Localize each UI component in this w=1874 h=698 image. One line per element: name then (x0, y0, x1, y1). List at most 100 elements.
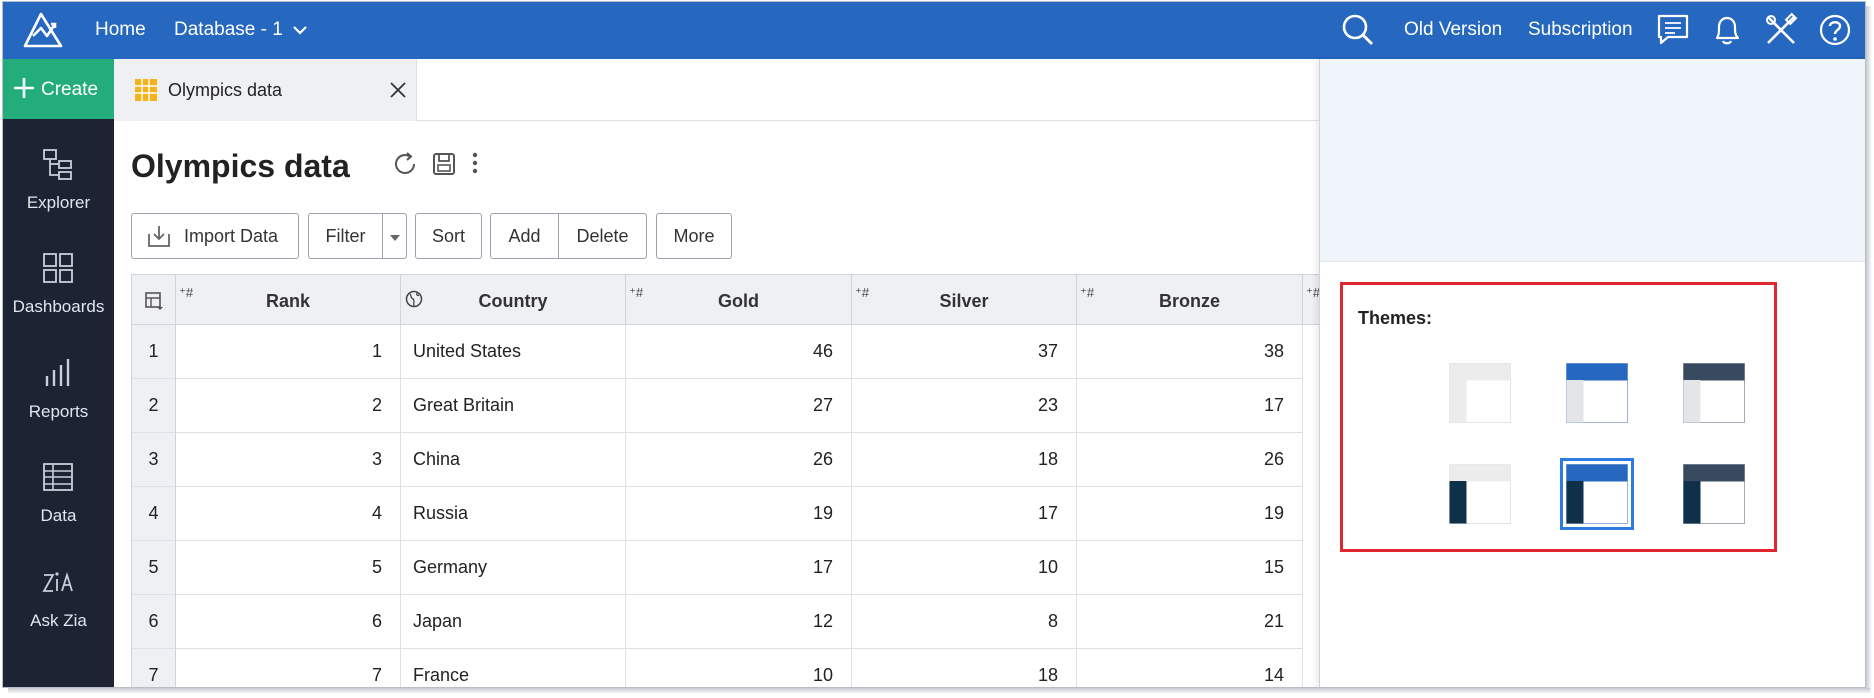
sidebar-item-label: Ask Zia (30, 611, 87, 630)
sidebar-item-dashboards[interactable]: Dashboards (3, 243, 114, 343)
column-header-country[interactable]: Country (401, 274, 626, 325)
number-type-icon: ⁺# (1306, 285, 1319, 300)
cell-bronze[interactable]: 38 (1077, 325, 1303, 379)
theme-option-blue[interactable] (1566, 363, 1628, 423)
cell-rank[interactable]: 7 (176, 649, 401, 687)
number-type-icon: ⁺# (629, 285, 644, 300)
database-selector[interactable]: Database - 1 (174, 2, 308, 59)
sidebar-item-data[interactable]: Data (3, 452, 114, 552)
cell-bronze[interactable]: 26 (1077, 433, 1303, 487)
cell-country[interactable]: Great Britain (401, 379, 626, 433)
import-label: Import Data (184, 226, 279, 246)
cell-country[interactable]: China (401, 433, 626, 487)
cell-gold[interactable]: 10 (626, 649, 852, 687)
theme-option-light-gray[interactable] (1449, 363, 1511, 423)
save-icon[interactable] (431, 151, 457, 177)
search-icon[interactable] (1339, 11, 1377, 49)
help-icon[interactable] (1816, 11, 1854, 49)
column-header-partial[interactable]: ⁺# (1303, 274, 1319, 325)
import-icon (148, 226, 170, 247)
cell-country[interactable]: Japan (401, 595, 626, 649)
create-button[interactable]: Create (3, 59, 114, 119)
column-header-silver[interactable]: ⁺# Silver (852, 274, 1077, 325)
create-label: Create (41, 79, 99, 100)
cell-silver[interactable]: 37 (852, 325, 1077, 379)
row-number: 1 (131, 325, 176, 379)
cell-gold[interactable]: 46 (626, 325, 852, 379)
more-button[interactable]: More (656, 213, 732, 259)
cell-country[interactable]: Germany (401, 541, 626, 595)
refresh-icon[interactable] (392, 151, 418, 177)
sort-button[interactable]: Sort (415, 213, 482, 259)
cell-bronze[interactable]: 14 (1077, 649, 1303, 687)
cell-gold[interactable]: 26 (626, 433, 852, 487)
import-data-button[interactable]: Import Data (131, 213, 299, 259)
column-header-bronze[interactable]: ⁺# Bronze (1077, 274, 1303, 325)
cell-gold[interactable]: 27 (626, 379, 852, 433)
old-version-link[interactable]: Old Version (1404, 19, 1503, 40)
row-number: 3 (131, 433, 176, 487)
tools-icon[interactable] (1762, 11, 1800, 49)
cell-gold[interactable]: 12 (626, 595, 852, 649)
cell-rank[interactable]: 3 (176, 433, 401, 487)
sidebar-item-label: Data (40, 506, 77, 525)
subscription-link[interactable]: Subscription (1528, 19, 1633, 40)
cell-country[interactable]: Russia (401, 487, 626, 541)
column-header-rank[interactable]: ⁺# Rank (176, 274, 401, 325)
more-vertical-icon[interactable] (470, 151, 480, 177)
number-type-icon: ⁺# (855, 285, 870, 300)
explorer-icon (43, 149, 72, 180)
sidebar: Create Explorer Dashboards Reports Data … (3, 59, 114, 687)
top-bar: Home Database - 1 Old Version Subscripti… (3, 2, 1865, 59)
column-header-label: Rank (265, 291, 310, 311)
delete-button[interactable]: Delete (558, 213, 647, 259)
theme-option-blue-navy-selected[interactable] (1560, 458, 1634, 530)
cell-silver[interactable]: 23 (852, 379, 1077, 433)
cell-rank[interactable]: 6 (176, 595, 401, 649)
nav-home[interactable]: Home (95, 19, 146, 40)
cell-silver[interactable]: 10 (852, 541, 1077, 595)
themes-section: Themes: (1340, 282, 1777, 552)
cell-rank[interactable]: 1 (176, 325, 401, 379)
sidebar-item-explorer[interactable]: Explorer (3, 139, 114, 239)
cell-gold[interactable]: 17 (626, 541, 852, 595)
cell-rank[interactable]: 5 (176, 541, 401, 595)
sidebar-item-label: Dashboards (12, 297, 105, 316)
cell-bronze[interactable]: 17 (1077, 379, 1303, 433)
cell-silver[interactable]: 8 (852, 595, 1077, 649)
cell-gold[interactable]: 19 (626, 487, 852, 541)
theme-option-gray-navy[interactable] (1449, 464, 1511, 524)
sidebar-item-ask-zia[interactable]: Ask Zia (3, 557, 114, 657)
cell-silver[interactable]: 17 (852, 487, 1077, 541)
tab-title: Olympics data (168, 80, 283, 100)
frame-shadow-bottom (8, 688, 1870, 694)
feedback-icon[interactable] (1654, 11, 1692, 49)
notifications-bell-icon[interactable] (1708, 11, 1746, 49)
cell-bronze[interactable]: 15 (1077, 541, 1303, 595)
close-icon[interactable] (390, 82, 406, 98)
row-select-header[interactable] (131, 274, 176, 325)
theme-option-slate-navy[interactable] (1683, 464, 1745, 524)
column-menu-icon (145, 292, 163, 310)
add-button[interactable]: Add (490, 213, 559, 259)
sidebar-item-reports[interactable]: Reports (3, 348, 114, 448)
caret-down-icon (389, 235, 400, 241)
theme-option-slate[interactable] (1683, 363, 1745, 423)
column-header-label: Country (478, 291, 548, 311)
cell-bronze[interactable]: 19 (1077, 487, 1303, 541)
column-header-gold[interactable]: ⁺# Gold (626, 274, 852, 325)
filter-button[interactable]: Filter (308, 213, 383, 259)
dashboards-icon (43, 253, 73, 283)
cell-silver[interactable]: 18 (852, 433, 1077, 487)
themes-label: Themes: (1358, 308, 1433, 328)
cell-country[interactable]: France (401, 649, 626, 687)
tab-olympics-data[interactable]: Olympics data (114, 59, 417, 121)
cell-rank[interactable]: 4 (176, 487, 401, 541)
app-logo-icon[interactable] (21, 10, 65, 50)
cell-bronze[interactable]: 21 (1077, 595, 1303, 649)
cell-rank[interactable]: 2 (176, 379, 401, 433)
filter-dropdown-button[interactable] (382, 213, 407, 259)
cell-silver[interactable]: 18 (852, 649, 1077, 687)
cell-country[interactable]: United States (401, 325, 626, 379)
sidebar-item-label: Reports (28, 402, 89, 421)
